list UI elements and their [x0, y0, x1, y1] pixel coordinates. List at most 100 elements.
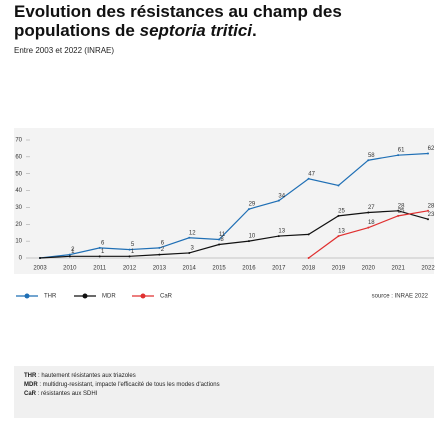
legend-label: MDR	[102, 294, 116, 300]
x-tick-label: 2015	[212, 266, 226, 272]
point	[247, 240, 250, 243]
data-label: 13	[278, 229, 285, 235]
point	[128, 255, 131, 258]
point	[427, 209, 429, 212]
point	[307, 177, 310, 180]
point	[218, 243, 221, 246]
x-tick-label: 2022	[421, 266, 435, 272]
note-term: CaR	[24, 391, 37, 397]
x-tick-label: 2012	[123, 266, 137, 272]
y-tick-label: 0	[19, 256, 23, 262]
data-label: 47	[308, 171, 315, 177]
point	[158, 246, 161, 249]
notes: THR : hautement résistantes aux triazole…	[14, 366, 434, 418]
point	[397, 214, 400, 217]
point	[367, 211, 370, 214]
data-label: 5	[131, 242, 135, 248]
point	[337, 235, 340, 238]
data-label: 2	[71, 247, 75, 253]
source: source : INRAE 2022	[372, 294, 429, 300]
point	[277, 199, 280, 202]
point	[188, 236, 191, 239]
y-tick-label: 20	[15, 222, 22, 228]
y-tick-label: 40	[15, 188, 22, 194]
plot-background	[14, 128, 434, 274]
title-text: Evolution des résistances au champ des p…	[14, 2, 342, 40]
note-text: : multidrug-resistant, impacte l'efficac…	[37, 382, 220, 388]
point	[68, 253, 71, 256]
x-tick-label: 2021	[391, 266, 405, 272]
point	[397, 209, 400, 212]
point	[307, 233, 310, 236]
data-label: 25	[398, 208, 405, 214]
data-label: 11	[219, 232, 226, 238]
legend-label: THR	[44, 294, 57, 300]
legend-dot	[24, 293, 30, 299]
point	[218, 238, 221, 241]
data-label: 18	[368, 220, 375, 226]
data-label: 27	[368, 205, 375, 211]
point	[39, 257, 41, 259]
subtitle: Entre 2003 et 2022 (INRAE)	[14, 46, 115, 55]
x-tick-label: 2011	[93, 266, 107, 272]
x-tick-label: 2010	[63, 266, 77, 272]
title-end: .	[252, 21, 257, 40]
x-tick-label: 2019	[332, 266, 346, 272]
data-label: 6	[101, 240, 105, 246]
point	[337, 214, 340, 217]
data-label: 25	[338, 208, 345, 214]
legend-label: CaR	[160, 294, 173, 300]
point	[98, 246, 101, 249]
data-label: 12	[189, 230, 196, 236]
data-label: 61	[398, 148, 405, 154]
series-line	[39, 210, 429, 259]
note: THR : hautement résistantes aux triazole…	[24, 372, 424, 381]
note: CaR : résistantes aux SDHI	[24, 390, 424, 399]
data-label: 10	[249, 234, 256, 240]
data-label: 23	[428, 212, 435, 218]
x-tick-label: 2018	[302, 266, 316, 272]
legend-dot	[82, 293, 88, 299]
y-tick-label: 10	[15, 239, 22, 245]
legend-dot	[140, 293, 146, 299]
x-tick-label: 2017	[272, 266, 286, 272]
chart-title: Evolution des résistances au champ des p…	[14, 2, 434, 40]
y-tick-label: 50	[15, 171, 22, 177]
point	[427, 218, 429, 221]
point	[337, 184, 340, 187]
y-tick-label: 60	[15, 154, 22, 160]
data-label: 2	[161, 247, 165, 253]
point	[397, 154, 400, 157]
point	[188, 251, 191, 254]
point	[98, 255, 101, 258]
data-label: 8	[220, 237, 224, 243]
point	[128, 248, 131, 251]
data-label: 6	[161, 240, 165, 246]
point	[367, 226, 370, 229]
data-label: 28	[428, 203, 435, 209]
point	[307, 257, 310, 259]
x-tick-label: 2014	[183, 266, 197, 272]
note-text: : résistantes aux SDHI	[36, 391, 98, 397]
data-label: 1	[101, 249, 105, 255]
title-italic: septoria tritici	[139, 21, 253, 40]
point	[68, 255, 71, 258]
x-tick-label: 2003	[33, 266, 47, 272]
x-tick-label: 2020	[362, 266, 376, 272]
point	[158, 253, 161, 256]
note-term: MDR	[24, 382, 38, 388]
data-label: 29	[249, 202, 256, 208]
point	[247, 208, 250, 211]
data-label: 28	[398, 203, 405, 209]
series-line	[39, 152, 429, 259]
y-tick-label: 30	[15, 205, 22, 211]
data-label: 62	[428, 146, 435, 152]
data-label: 1	[71, 249, 75, 255]
data-label: 34	[278, 193, 285, 199]
note-term: THR	[24, 373, 37, 379]
data-label: 58	[368, 153, 375, 159]
note: MDR : multidrug-resistant, impacte l'eff…	[24, 381, 424, 390]
y-tick-label: 70	[15, 138, 22, 144]
